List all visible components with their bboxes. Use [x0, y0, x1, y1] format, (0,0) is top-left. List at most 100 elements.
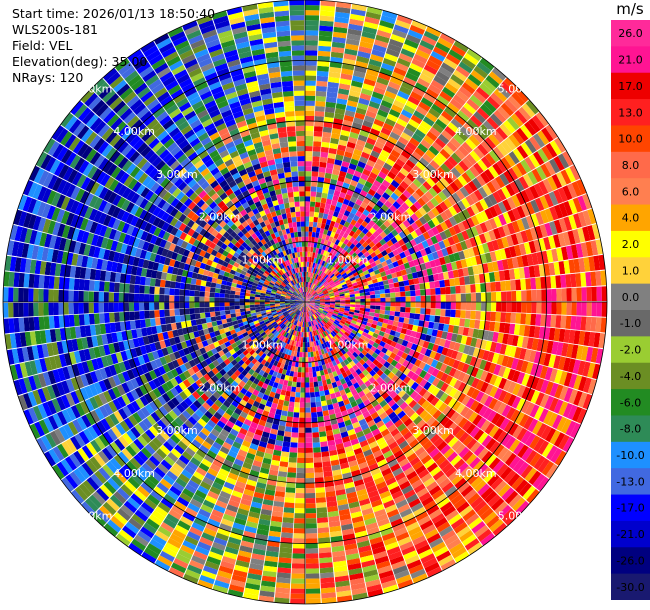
gate: [340, 281, 347, 286]
ray-33: [305, 302, 604, 364]
gate: [386, 546, 401, 556]
gate: [334, 257, 340, 263]
gate: [308, 287, 311, 293]
gate: [293, 308, 298, 313]
gate: [314, 111, 325, 117]
gate: [304, 307, 305, 313]
gate: [305, 300, 310, 302]
gate: [242, 349, 249, 356]
gate: [161, 383, 170, 393]
gate: [305, 30, 319, 36]
gate: [499, 123, 512, 137]
gate: [172, 529, 187, 540]
gate: [347, 496, 359, 504]
gate: [383, 284, 390, 290]
gate: [571, 302, 577, 316]
gate: [223, 551, 238, 560]
gate: [361, 266, 368, 273]
gate: [572, 406, 583, 422]
gate: [363, 569, 378, 578]
gate: [334, 16, 349, 24]
gate: [379, 238, 387, 246]
gate: [447, 324, 455, 333]
gate: [372, 546, 386, 555]
gate: [262, 333, 268, 339]
gate: [281, 410, 288, 417]
gate: [291, 573, 305, 579]
gate: [290, 323, 294, 329]
gate: [121, 382, 131, 394]
gate: [357, 283, 364, 288]
gate: [241, 362, 248, 370]
gate: [312, 226, 317, 233]
gate: [303, 312, 305, 318]
gate: [436, 370, 444, 380]
gate: [339, 78, 352, 86]
gate: [417, 397, 427, 406]
gate: [262, 499, 274, 506]
gate: [225, 420, 235, 429]
gate: [228, 499, 240, 508]
gate: [110, 515, 125, 529]
gate: [429, 126, 441, 138]
gate: [302, 302, 305, 307]
gate: [447, 170, 458, 182]
gate: [376, 227, 384, 235]
gate: [346, 261, 352, 267]
gate: [319, 243, 324, 250]
gate: [334, 306, 340, 310]
gate: [412, 403, 421, 412]
gate: [314, 295, 319, 298]
gate: [465, 195, 475, 206]
gate: [340, 249, 346, 255]
gate: [585, 241, 594, 257]
gate: [327, 351, 333, 358]
gate: [117, 408, 128, 420]
gate: [426, 566, 443, 578]
gate: [321, 405, 328, 412]
gate: [465, 153, 477, 166]
gate: [464, 538, 480, 551]
gate: [349, 236, 356, 244]
gate: [251, 464, 261, 473]
gate: [358, 337, 365, 344]
gate: [418, 207, 427, 216]
gate: [308, 267, 311, 273]
gate: [364, 216, 372, 224]
gate: [315, 324, 319, 330]
gate: [530, 277, 537, 290]
gate: [412, 442, 423, 453]
gate: [305, 130, 314, 137]
gate: [357, 346, 364, 353]
gate: [338, 400, 345, 408]
gate: [565, 245, 574, 260]
gate: [317, 264, 322, 270]
gate: [350, 8, 366, 17]
gate: [301, 306, 304, 312]
gate: [312, 156, 320, 162]
gate: [367, 349, 375, 356]
gate: [412, 86, 426, 97]
gate: [332, 255, 338, 262]
gate: [171, 505, 185, 516]
gate: [227, 362, 234, 370]
gate: [286, 338, 291, 345]
gate: [308, 226, 313, 232]
gate: [212, 441, 222, 451]
gate: [342, 156, 352, 163]
gate: [98, 434, 110, 447]
gate: [329, 204, 336, 211]
gate: [285, 314, 290, 319]
gate: [314, 206, 320, 213]
gate: [366, 458, 377, 467]
gate: [407, 95, 421, 106]
gate: [382, 145, 393, 154]
gate: [352, 315, 359, 319]
gate: [362, 355, 369, 363]
gate: [545, 143, 558, 158]
gate: [310, 351, 314, 357]
gate: [361, 88, 373, 96]
gate: [283, 507, 295, 514]
gate: [296, 478, 305, 484]
gate: [345, 304, 351, 307]
